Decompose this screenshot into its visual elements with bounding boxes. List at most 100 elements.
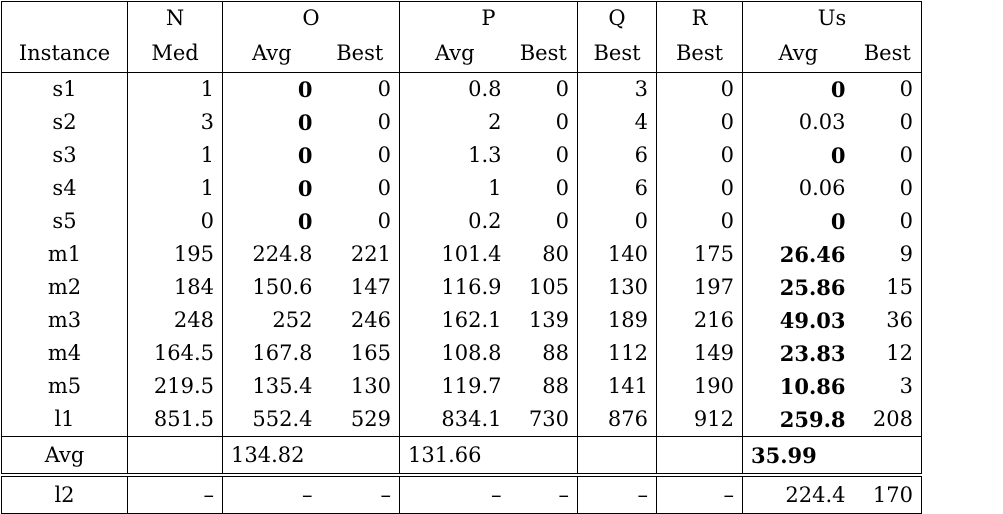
cell-o-avg: 150.6: [222, 271, 321, 304]
cell-p-avg: –: [399, 476, 510, 514]
average-o-avg: 134.82: [222, 436, 321, 474]
cell-us-best: 15: [853, 271, 922, 304]
column-header-n-med: Med: [127, 35, 223, 73]
cell-p-best: 88: [509, 370, 578, 403]
column-header-p-best: Best: [509, 35, 578, 73]
group-header-p: P: [399, 1, 578, 35]
cell-instance: l2: [1, 476, 128, 514]
cell-r-best: 0: [656, 172, 743, 205]
cell-r-best: –: [656, 476, 743, 514]
cell-us-best: 36: [853, 304, 922, 337]
group-header-row: N O P Q R Us: [1, 1, 922, 35]
table-row: s1 1 0 0 0.8 0 3 0 0 0: [1, 72, 922, 106]
cell-r-best: 216: [656, 304, 743, 337]
cell-o-avg: 0: [222, 139, 321, 172]
cell-o-avg: 552.4: [222, 403, 321, 437]
cell-p-best: 0: [509, 172, 578, 205]
cell-o-best: 221: [320, 238, 400, 271]
average-o-best: [320, 436, 400, 474]
cell-us-best: 170: [853, 476, 922, 514]
cell-o-avg: 167.8: [222, 337, 321, 370]
table-row-l2: l2 – – – – – – – 224.4 170: [1, 476, 922, 514]
cell-q-best: 4: [577, 106, 657, 139]
cell-q-best: 140: [577, 238, 657, 271]
cell-p-best: 0: [509, 205, 578, 238]
group-header-q: Q: [577, 1, 657, 35]
cell-q-best: 6: [577, 172, 657, 205]
cell-p-avg: 1: [399, 172, 510, 205]
cell-q-best: –: [577, 476, 657, 514]
cell-p-best: 730: [509, 403, 578, 437]
cell-o-best: 0: [320, 205, 400, 238]
cell-p-avg: 0.2: [399, 205, 510, 238]
cell-instance: m4: [1, 337, 128, 370]
cell-us-avg: 259.8: [742, 403, 854, 437]
cell-p-best: –: [509, 476, 578, 514]
cell-instance: m2: [1, 271, 128, 304]
cell-instance: s5: [1, 205, 128, 238]
cell-us-avg: 0.06: [742, 172, 854, 205]
cell-o-best: 0: [320, 172, 400, 205]
table-row: m5 219.5 135.4 130 119.7 88 141 190 10.86 3: [1, 370, 922, 403]
table-row: m3 248 252 246 162.1 139 189 216 49.03 36: [1, 304, 922, 337]
group-header-us: Us: [742, 1, 922, 35]
table-row: m2 184 150.6 147 116.9 105 130 197 25.86 15: [1, 271, 922, 304]
cell-n-med: 0: [127, 205, 223, 238]
table-row: l1 851.5 552.4 529 834.1 730 876 912 259.8 208: [1, 403, 922, 437]
cell-us-best: 0: [853, 106, 922, 139]
average-label: Avg: [1, 436, 128, 474]
cell-us-best: 0: [853, 205, 922, 238]
cell-instance: s3: [1, 139, 128, 172]
cell-n-med: 1: [127, 72, 223, 106]
column-header-o-best: Best: [320, 35, 400, 73]
cell-o-best: 0: [320, 72, 400, 106]
cell-instance: s4: [1, 172, 128, 205]
table-row: s5 0 0 0 0.2 0 0 0 0 0: [1, 205, 922, 238]
average-n-med: [127, 436, 223, 474]
cell-us-avg: 49.03: [742, 304, 854, 337]
cell-r-best: 0: [656, 139, 743, 172]
cell-us-best: 12: [853, 337, 922, 370]
cell-o-best: 165: [320, 337, 400, 370]
cell-us-best: 0: [853, 172, 922, 205]
cell-p-avg: 162.1: [399, 304, 510, 337]
cell-us-avg: 0.03: [742, 106, 854, 139]
column-header-r-best: Best: [656, 35, 743, 73]
cell-n-med: 248: [127, 304, 223, 337]
cell-instance: s2: [1, 106, 128, 139]
cell-us-best: 0: [853, 72, 922, 106]
table-row: s4 1 0 0 1 0 6 0 0.06 0: [1, 172, 922, 205]
column-header-instance: Instance: [1, 35, 128, 73]
cell-n-med: –: [127, 476, 223, 514]
cell-us-avg: 25.86: [742, 271, 854, 304]
cell-instance: l1: [1, 403, 128, 437]
cell-us-avg: 26.46: [742, 238, 854, 271]
cell-q-best: 6: [577, 139, 657, 172]
cell-p-avg: 2: [399, 106, 510, 139]
cell-o-avg: 135.4: [222, 370, 321, 403]
cell-r-best: 0: [656, 106, 743, 139]
group-header-n: N: [127, 1, 223, 35]
cell-o-avg: 224.8: [222, 238, 321, 271]
column-header-p-avg: Avg: [399, 35, 510, 73]
cell-r-best: 175: [656, 238, 743, 271]
cell-q-best: 189: [577, 304, 657, 337]
cell-us-best: 3: [853, 370, 922, 403]
cell-n-med: 195: [127, 238, 223, 271]
cell-us-avg: 10.86: [742, 370, 854, 403]
cell-o-avg: –: [222, 476, 321, 514]
cell-q-best: 112: [577, 337, 657, 370]
cell-p-best: 105: [509, 271, 578, 304]
average-row: Avg 134.82 131.66 35.99: [1, 436, 922, 474]
cell-us-avg: 0: [742, 205, 854, 238]
column-header-us-avg: Avg: [742, 35, 854, 73]
data-rows: s1 1 0 0 0.8 0 3 0 0 0 s2 3 0 0 2 0 4 0 0.03 0 s3 1 0 0 1.3 0 6 0 0 0…: [1, 72, 922, 437]
cell-r-best: 0: [656, 72, 743, 106]
column-header-us-best: Best: [853, 35, 922, 73]
cell-n-med: 851.5: [127, 403, 223, 437]
average-p-best: [509, 436, 578, 474]
cell-n-med: 1: [127, 172, 223, 205]
sub-header-row: Instance Med Avg Best Avg Best Best Best…: [1, 35, 922, 73]
cell-o-best: 0: [320, 106, 400, 139]
table-row: m4 164.5 167.8 165 108.8 88 112 149 23.83 12: [1, 337, 922, 370]
